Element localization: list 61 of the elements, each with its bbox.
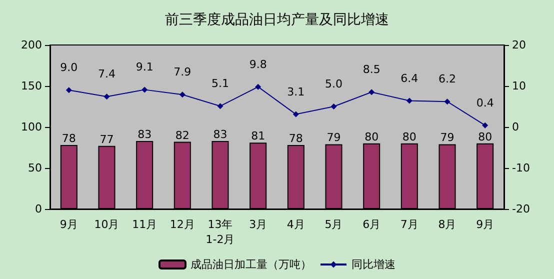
data-label: 79 [440, 131, 454, 144]
data-label: 5.0 [325, 78, 342, 90]
y2-tick-label: 20 [512, 38, 526, 52]
data-label: 7.4 [98, 68, 116, 81]
data-label: 7.9 [174, 66, 192, 79]
x-tick-label: 6月 [362, 218, 381, 231]
data-label: 80 [478, 130, 492, 144]
data-label: 9.8 [249, 58, 267, 71]
point [66, 87, 72, 94]
y-tick-label: 200 [21, 38, 42, 52]
data-label: 6.4 [400, 72, 418, 85]
point [179, 92, 186, 98]
data-label: 0.4 [476, 96, 494, 110]
y2-tick-label: 10 [512, 80, 526, 92]
point [444, 98, 450, 105]
x-tick-label: 12月 [170, 218, 195, 231]
x-tick-label: 9月 [60, 218, 78, 231]
data-label: 80 [402, 130, 416, 144]
data-label: 81 [251, 130, 266, 143]
point [142, 86, 148, 93]
y2-tick-label: -10 [512, 162, 530, 174]
data-label: 78 [288, 132, 303, 146]
data-label: 80 [364, 130, 379, 144]
data-label: 77 [100, 132, 114, 146]
data-label: 5.1 [212, 77, 229, 90]
x-tick-label: 5月 [324, 218, 343, 231]
data-label: 8.5 [362, 63, 380, 76]
x-tick-label: 7月 [400, 218, 418, 231]
data-label: 6.2 [438, 72, 456, 86]
x-tick-label: 11月 [132, 218, 158, 231]
data-label: 9.1 [136, 60, 154, 74]
point [406, 98, 412, 104]
x-tick-label: 4月 [286, 218, 305, 231]
data-label: 83 [213, 128, 228, 141]
data-label: 83 [138, 128, 152, 141]
point [368, 89, 375, 96]
x-tick-label: 13年 1-2月 [206, 218, 235, 246]
point [292, 111, 299, 118]
x-tick-label: 8月 [438, 218, 456, 231]
chart-title: 前三季度成品油日均产量及同比增速 [165, 12, 389, 28]
point [217, 103, 224, 110]
x-tick-label: 3月 [249, 218, 268, 231]
data-label: 3.1 [287, 85, 305, 98]
legend-label: 同比增速 [352, 258, 396, 271]
y-tick-label: 50 [28, 162, 42, 174]
y2-tick-label: 0 [512, 120, 519, 134]
x-tick-label: 9月 [476, 218, 494, 231]
point [255, 84, 262, 90]
y2-tick-label: -20 [512, 202, 530, 216]
point [482, 122, 488, 128]
point [330, 104, 337, 110]
point [104, 94, 110, 100]
data-label: 9.0 [60, 61, 78, 74]
legend-label: 成品油日加工量（万吨） [190, 258, 312, 271]
y-tick-label: 0 [35, 202, 42, 216]
data-label: 82 [175, 128, 190, 142]
data-label: 79 [326, 131, 341, 144]
data-label: 78 [62, 132, 76, 146]
x-tick-label: 10月 [94, 218, 120, 231]
y-tick-label: 100 [21, 120, 42, 134]
y-tick-label: 150 [21, 80, 42, 92]
